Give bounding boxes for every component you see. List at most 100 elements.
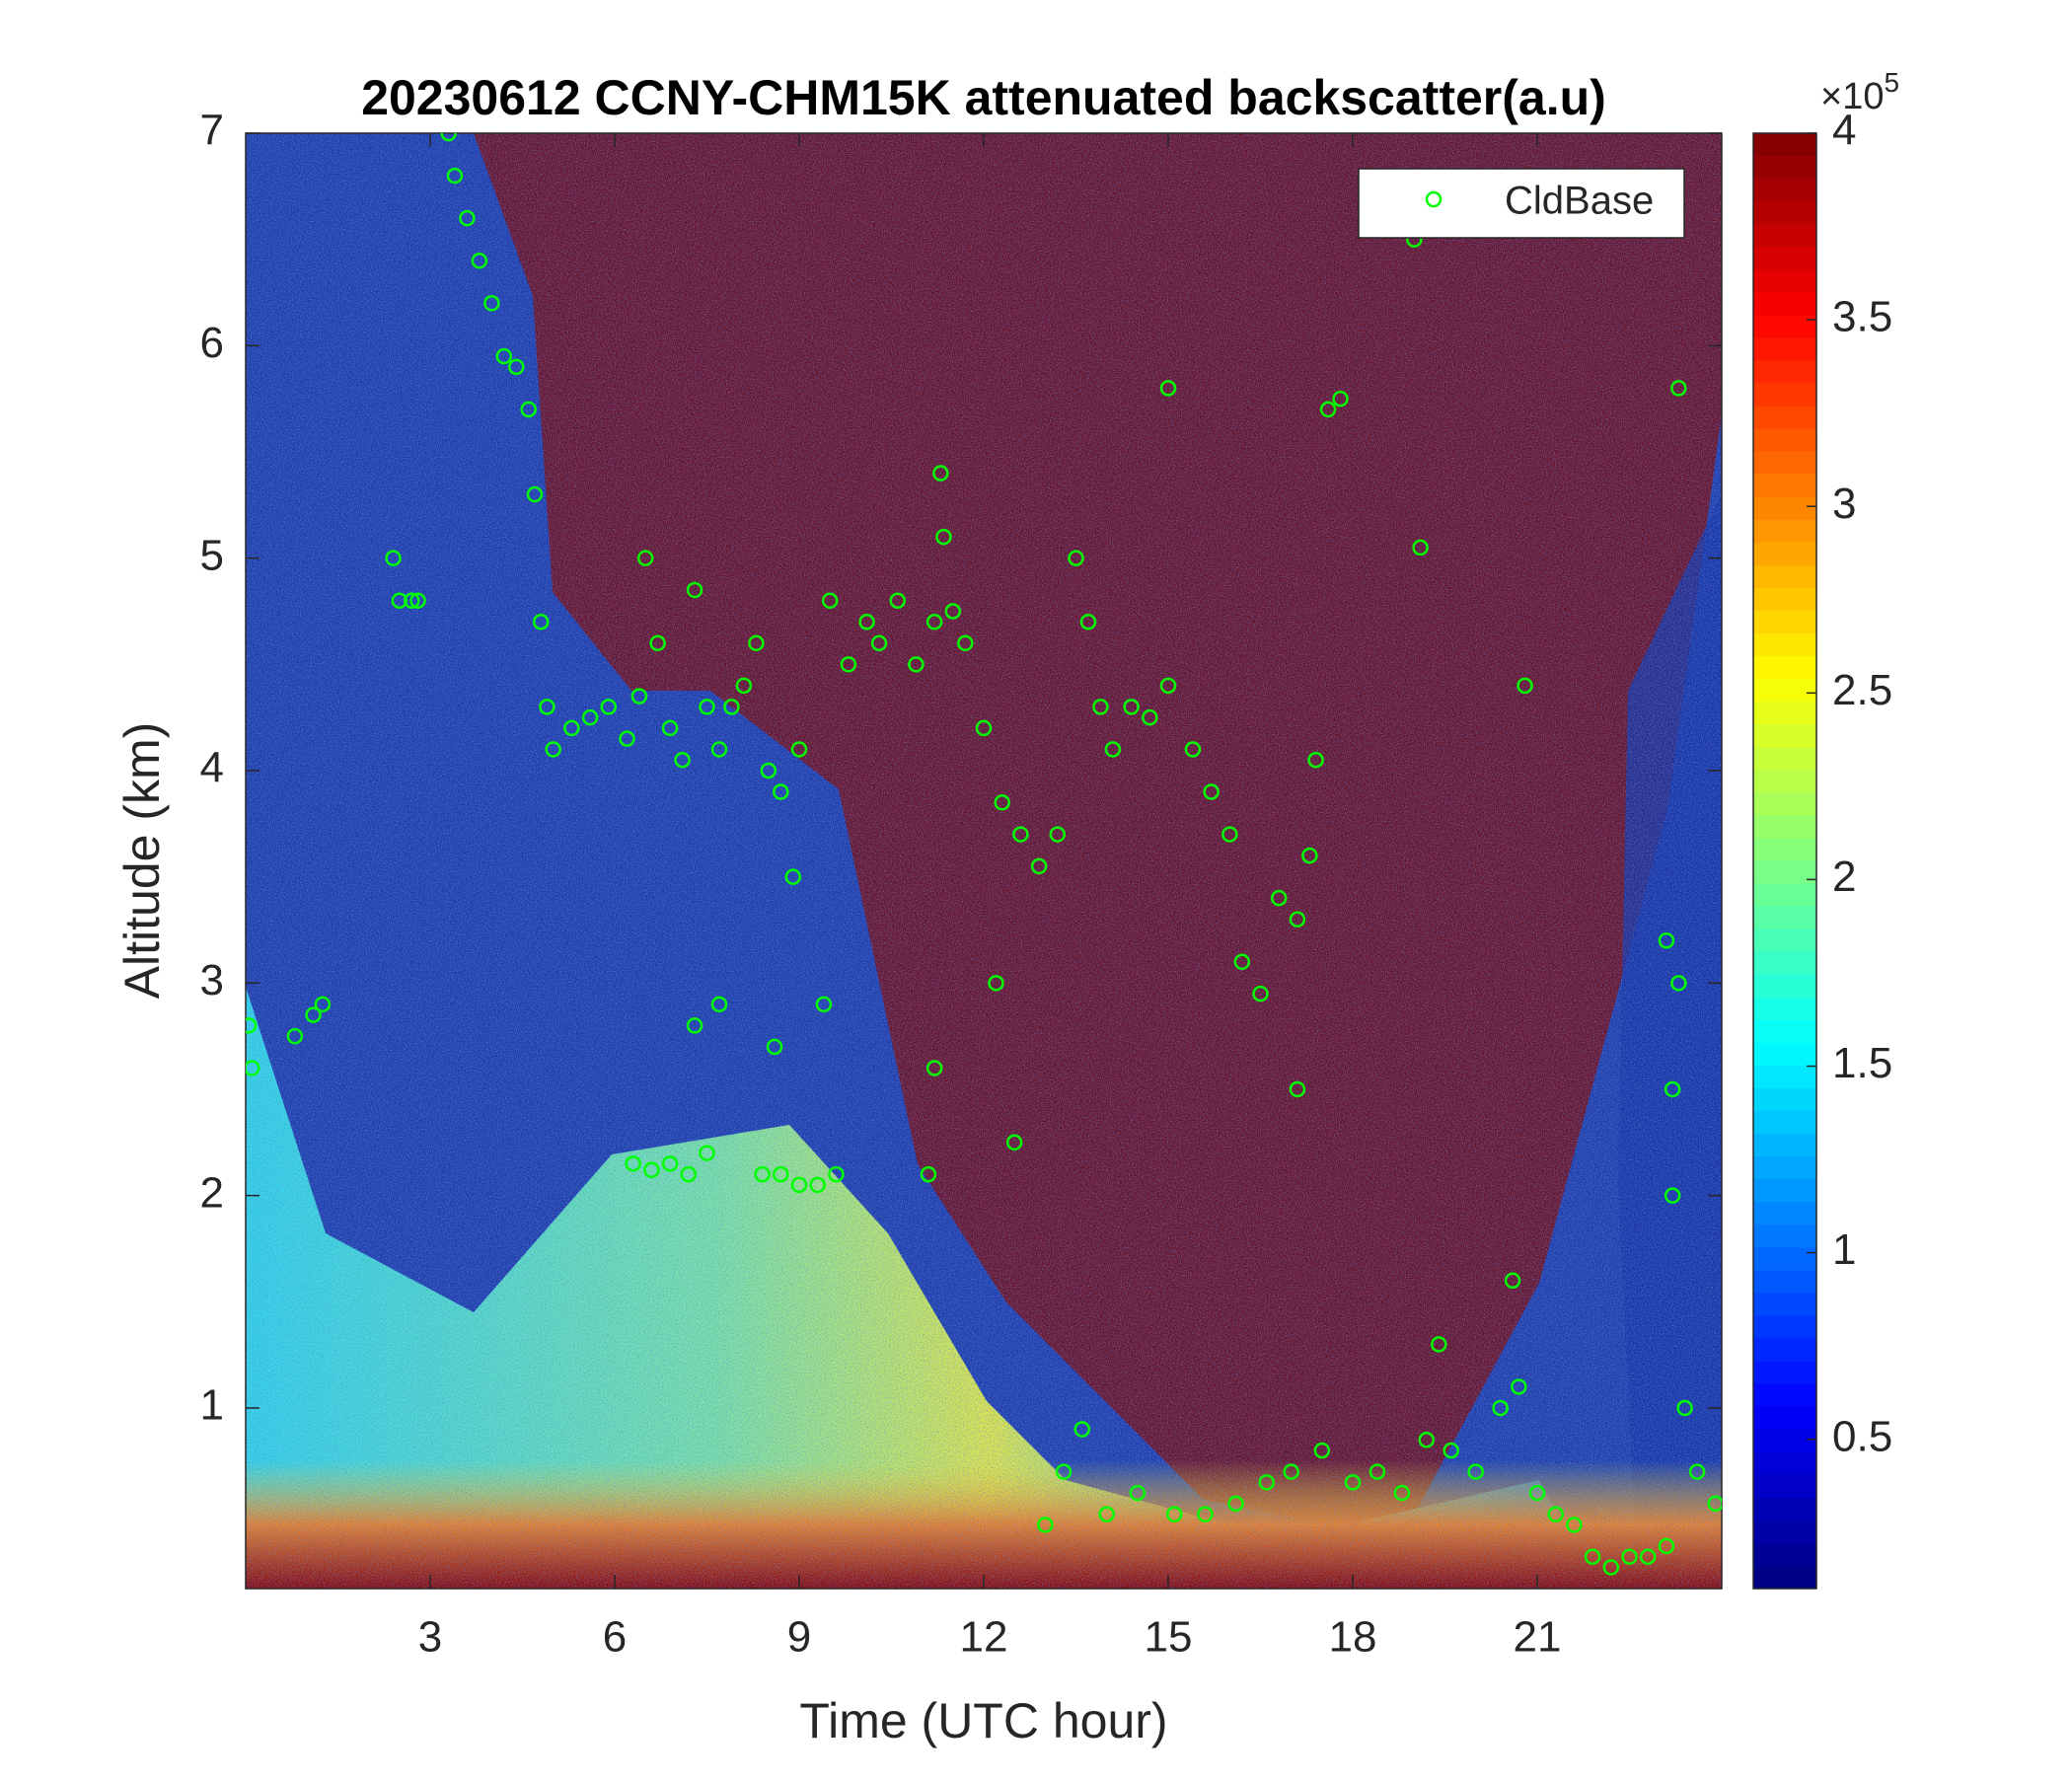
cloud-base-point — [1184, 741, 1202, 758]
cloud-base-point — [643, 1161, 660, 1179]
cloud-base-point — [1307, 751, 1324, 769]
cloud-base-point — [994, 794, 1010, 811]
cloud-base-point — [920, 1165, 937, 1183]
backscatter-field — [246, 133, 1722, 1589]
cloud-base-point — [932, 465, 949, 482]
cloud-base-point — [305, 1006, 322, 1023]
cloud-base-point — [246, 1017, 258, 1034]
cloud-base-point — [1159, 380, 1177, 397]
colorbar-tick-label: 1.5 — [1832, 1039, 1892, 1087]
cloud-base-point — [1431, 1336, 1447, 1353]
cloud-base-point — [723, 699, 740, 715]
colorbar-scale-exponent: 5 — [1884, 67, 1899, 98]
colorbar-tick-label: 3 — [1832, 480, 1856, 528]
cloud-base-point — [815, 996, 833, 1013]
cloud-base-point — [1511, 1378, 1527, 1395]
cloud-base-point — [1005, 1134, 1023, 1151]
cloud-base-point — [1319, 401, 1337, 418]
cloud-base-point — [686, 1017, 703, 1034]
cloud-base-point — [944, 603, 962, 620]
cloud-base-point — [1012, 826, 1029, 843]
y-tick-label: 3 — [200, 956, 224, 1004]
chart-title: 20230612 CCNY-CHM15K attenuated backscat… — [361, 70, 1606, 125]
x-tick-label: 6 — [603, 1613, 627, 1662]
cloud-base-point — [840, 656, 857, 673]
cloud-base-point — [1270, 889, 1288, 907]
colorbar-tick-label: 2 — [1832, 853, 1856, 901]
cloud-base-point — [1670, 380, 1687, 397]
cloud-base-point — [1165, 1506, 1183, 1522]
y-tick-label: 4 — [200, 744, 224, 792]
cloud-base-point — [828, 1165, 845, 1183]
cloud-base-point — [636, 550, 654, 566]
cloud-base-point — [1528, 1484, 1546, 1502]
cloud-base-point — [1688, 1463, 1706, 1480]
cloud-base-point — [1639, 1548, 1657, 1565]
cloud-base-point — [975, 719, 993, 737]
cloud-base-point — [957, 634, 974, 652]
cloud-base-point — [1412, 539, 1429, 557]
cloud-base-point — [699, 1145, 715, 1161]
cloud-base-point — [1443, 1442, 1459, 1459]
cloud-base-point — [710, 996, 728, 1013]
cloud-base-point — [1547, 1506, 1564, 1522]
x-tick-label: 15 — [1145, 1613, 1193, 1662]
cloud-base-point — [1418, 1432, 1436, 1448]
cloud-base-point — [545, 741, 561, 758]
legend-label: CldBase — [1505, 180, 1654, 223]
cloud-base-point — [1129, 1484, 1147, 1502]
cloud-base-point — [1073, 1421, 1090, 1438]
cloud-base-point — [1492, 1399, 1509, 1417]
cloud-base-point — [600, 699, 618, 715]
cloud-base-point — [790, 741, 808, 758]
legend-box — [1358, 168, 1685, 239]
cloud-base-point — [539, 699, 555, 715]
x-tick-label: 18 — [1329, 1613, 1377, 1662]
cloud-base-point — [925, 1060, 943, 1076]
cloud-base-point — [1283, 1463, 1299, 1480]
cloud-base-point — [446, 167, 464, 185]
cloud-base-point — [440, 133, 457, 142]
cloud-base-point — [1566, 1517, 1583, 1533]
cloud-base-point — [391, 592, 408, 609]
cloud-base-point — [760, 762, 777, 779]
cloud-base-point — [1670, 975, 1687, 992]
cloud-base-point — [1676, 1399, 1693, 1417]
cloud-base-point — [1344, 1474, 1362, 1491]
cloud-base-point — [1313, 1442, 1331, 1459]
y-tick-label: 5 — [200, 531, 224, 579]
x-tick-label: 9 — [787, 1613, 811, 1662]
legend-marker — [1425, 190, 1443, 208]
cloud-base-point — [563, 719, 580, 737]
cloud-base-point — [1301, 847, 1318, 864]
cloud-base-point — [581, 708, 599, 726]
cloud-base-point — [532, 614, 550, 631]
cloud-base-point — [1197, 1506, 1214, 1522]
cloud-base-point — [1123, 699, 1140, 715]
y-tick-label: 6 — [200, 319, 224, 367]
cloud-base-point — [1092, 699, 1109, 715]
cloud-base-point — [483, 295, 500, 312]
cloud-base-point — [766, 1038, 783, 1056]
cloud-base-point — [1621, 1548, 1638, 1565]
cloud-base-point — [680, 1165, 698, 1183]
cloud-base-point — [908, 656, 925, 673]
y-axis-label: Altitude (km) — [114, 722, 170, 1000]
cloud-base-point — [1227, 1495, 1244, 1513]
x-tick-label: 21 — [1514, 1613, 1562, 1662]
cloud-base-point — [246, 1060, 260, 1076]
cloud-base-point — [1233, 953, 1251, 971]
cloud-base-point — [1079, 614, 1097, 631]
cloud-base-point — [1030, 857, 1048, 875]
cloud-base-point — [1289, 911, 1306, 928]
cloud-base-point — [1664, 1187, 1681, 1204]
cloud-base-point — [935, 528, 952, 546]
cloud-base-point — [1369, 1463, 1386, 1480]
colorbar-scale-base: ×10 — [1820, 76, 1884, 117]
cloud-base-point — [889, 592, 906, 609]
cloud-base-point — [1037, 1517, 1054, 1533]
cloud-base-point — [1584, 1548, 1601, 1565]
cloud-base-point — [1707, 1495, 1722, 1513]
cloud-base-point — [471, 252, 488, 269]
